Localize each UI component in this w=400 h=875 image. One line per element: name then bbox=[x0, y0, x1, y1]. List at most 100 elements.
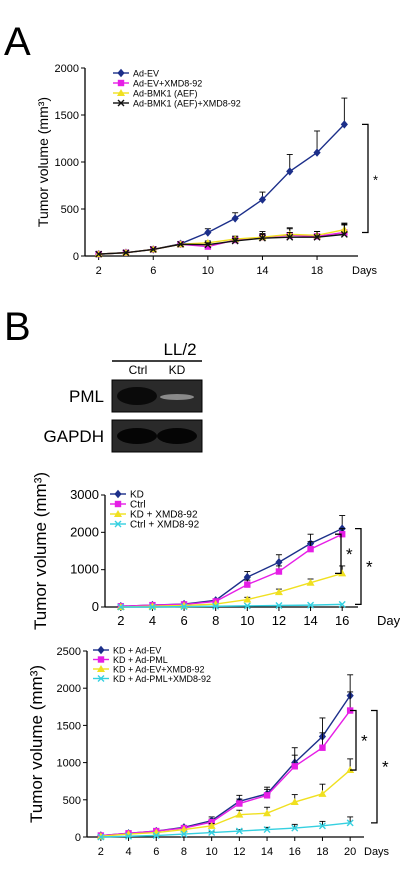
chart-a-data-point bbox=[177, 240, 185, 248]
blot-band-gapdh-ctrl bbox=[117, 428, 157, 444]
chart-a-legend-label: Ad-BMK1 (AEF) bbox=[133, 89, 198, 99]
chart-b2-y-tick-label: 1500 bbox=[57, 720, 81, 732]
chart-a-data-point bbox=[313, 233, 321, 241]
chart-b2-legend-marker bbox=[97, 645, 105, 655]
chart-b1-y-tick-label: 1000 bbox=[70, 562, 99, 577]
chart-a-x-tick-label: 6 bbox=[150, 265, 156, 277]
chart-b1-x-axis-label: Days bbox=[377, 613, 400, 628]
chart-b2-legend-label: KD + Ad-PML bbox=[113, 655, 168, 665]
chart-a-data-point bbox=[258, 234, 266, 242]
chart-b2-data-point bbox=[318, 822, 326, 830]
chart-b1-x-tick-label: 10 bbox=[240, 613, 254, 628]
blot-row-pml: PML bbox=[69, 387, 104, 406]
panel-label-b: B bbox=[4, 305, 31, 349]
chart-b1-legend-label: KD + XMD8-92 bbox=[130, 510, 198, 521]
chart-b2-data-point bbox=[235, 810, 244, 818]
chart-b1-legend-marker bbox=[114, 510, 122, 517]
chart-b2-series-line bbox=[100, 710, 351, 837]
chart-b2-x-tick-label: 16 bbox=[289, 846, 301, 858]
chart-b2: 0 500 1000 1500 2000 2500 2 4 6 8 10 12 14 16 18 20 Days… bbox=[27, 646, 390, 859]
chart-b1-x-tick-label: 16 bbox=[335, 613, 349, 628]
chart-b2-data-point bbox=[236, 800, 243, 807]
panel-label-a: A bbox=[4, 20, 31, 64]
chart-a-data-point bbox=[258, 195, 267, 204]
chart-b2-data-point bbox=[263, 792, 271, 799]
chart-a: 0 500 1000 1500 2000 2 6 10 14 18 Days Tumor volume… bbox=[35, 63, 378, 277]
chart-b2-data-point bbox=[97, 833, 105, 841]
chart-b2-x-tick-label: 8 bbox=[181, 846, 187, 858]
chart-a-y-tick-label: 0 bbox=[73, 251, 79, 263]
chart-b1-legend-label: Ctrl bbox=[130, 500, 146, 511]
chart-a-x-tick-label: 2 bbox=[96, 265, 102, 277]
chart-b1-data-point bbox=[148, 603, 156, 611]
chart-b2-data-point bbox=[318, 789, 327, 797]
chart-a-legend-label: Ad-BMK1 (AEF)+XMD8-92 bbox=[133, 99, 241, 109]
chart-b1-x-tick-label: 8 bbox=[212, 613, 219, 628]
chart-b2-y-axis-label: Tumor volume (mm³) bbox=[27, 665, 46, 823]
chart-b2-legend-marker bbox=[97, 665, 105, 672]
chart-b2-series-line bbox=[100, 769, 351, 837]
chart-b2-legend-marker bbox=[97, 675, 105, 682]
chart-a-data-point bbox=[340, 230, 348, 238]
chart-b2-x-tick-label: 20 bbox=[344, 846, 356, 858]
chart-b1-significance-bracket bbox=[355, 527, 362, 606]
chart-b1-legend-label: KD bbox=[130, 490, 144, 501]
chart-a-y-tick-label: 1000 bbox=[55, 157, 79, 169]
chart-b2-y-tick-label: 500 bbox=[63, 795, 81, 807]
chart-b2-x-tick-label: 12 bbox=[233, 846, 245, 858]
chart-b2-x-tick-label: 4 bbox=[125, 846, 131, 858]
chart-b1-x-tick-label: 4 bbox=[149, 613, 156, 628]
blot-band-gapdh-kd bbox=[157, 428, 197, 444]
chart-b1-significance-star: * bbox=[346, 545, 353, 564]
blot-row-gapdh: GAPDH bbox=[44, 427, 104, 446]
chart-b1-y-axis-label: Tumor volume (mm³) bbox=[31, 472, 50, 630]
chart-b2-data-point bbox=[208, 829, 216, 837]
chart-b1-data-point bbox=[338, 569, 347, 577]
chart-b2-legend-label: KD + Ad-EV+XMD8-92 bbox=[113, 665, 205, 675]
chart-b1-series-line bbox=[120, 603, 343, 608]
chart-b2-data-point bbox=[207, 821, 216, 829]
blot-band-pml-kd bbox=[160, 394, 194, 400]
chart-b1-data-point bbox=[275, 558, 283, 567]
chart-b2-data-point bbox=[263, 809, 272, 817]
chart-b1-legend-marker bbox=[114, 520, 122, 528]
chart-a-y-tick-label: 500 bbox=[61, 204, 79, 216]
chart-a-x-tick-label: 14 bbox=[256, 265, 268, 277]
chart-b1-y-tick-label: 0 bbox=[92, 599, 99, 614]
chart-b2-significance-bracket bbox=[350, 709, 357, 771]
chart-a-data-point bbox=[313, 148, 321, 157]
chart-b2-y-tick-label: 1000 bbox=[57, 758, 81, 770]
chart-b1-data-point bbox=[306, 578, 315, 586]
chart-a-data-point bbox=[231, 214, 239, 223]
chart-a-legend-marker bbox=[117, 79, 125, 87]
chart-b2-legend-label: KD + Ad-PML+XMD8-92 bbox=[113, 674, 211, 684]
blot-col-kd: KD bbox=[169, 363, 186, 377]
chart-b1-data-point bbox=[212, 602, 220, 610]
chart-a-y-axis-label: Tumor volume (mm³) bbox=[35, 97, 51, 227]
chart-b1-data-point bbox=[338, 600, 346, 608]
chart-a-x-tick-label: 10 bbox=[202, 265, 214, 277]
chart-b1-x-tick-label: 12 bbox=[272, 613, 286, 628]
chart-b1-legend-marker bbox=[114, 489, 122, 499]
chart-b1-data-point bbox=[243, 595, 252, 603]
chart-b1-significance-star: * bbox=[366, 557, 373, 576]
chart-a-data-point bbox=[204, 228, 212, 237]
chart-a-data-point bbox=[231, 237, 239, 245]
chart-b2-x-tick-label: 2 bbox=[98, 846, 104, 858]
chart-b2-data-point bbox=[180, 830, 188, 838]
chart-b2-x-tick-label: 6 bbox=[153, 846, 159, 858]
chart-b1: 0 1000 2000 3000 2 4 6 8 10 12 14 16 Days Tumor volum… bbox=[31, 472, 400, 630]
chart-b1-data-point bbox=[275, 568, 283, 575]
chart-b1-data-point bbox=[243, 572, 251, 582]
chart-b1-data-point bbox=[307, 545, 314, 553]
blot-band-pml-ctrl bbox=[117, 387, 157, 405]
chart-a-data-point bbox=[286, 167, 294, 176]
chart-b2-x-tick-label: 18 bbox=[316, 846, 328, 858]
chart-b1-y-tick-label: 3000 bbox=[70, 487, 99, 502]
chart-b2-legend-label: KD + Ad-EV bbox=[113, 646, 161, 656]
chart-a-x-axis-label: Days bbox=[352, 265, 378, 277]
chart-b1-x-tick-label: 14 bbox=[303, 613, 317, 628]
chart-b2-data-point bbox=[319, 744, 326, 751]
chart-b1-legend-label: Ctrl + XMD8-92 bbox=[130, 520, 200, 531]
chart-a-legend-marker bbox=[117, 68, 125, 78]
